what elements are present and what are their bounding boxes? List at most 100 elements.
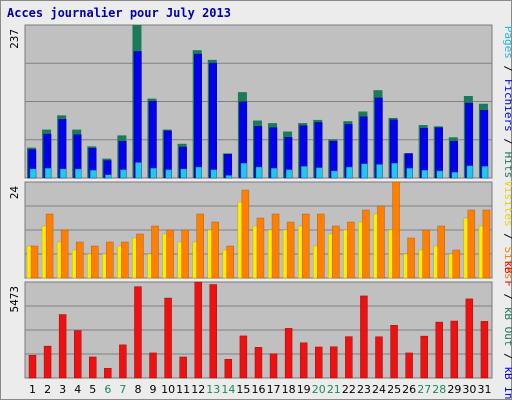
bar-sites [407, 237, 415, 279]
bar-sites [301, 213, 310, 279]
bar-sites [377, 205, 385, 279]
bar-kb-f [104, 367, 112, 379]
bar-pages [436, 170, 443, 179]
bar-kb-f [480, 321, 489, 379]
bar-pages [120, 169, 127, 179]
bar-pages [316, 167, 323, 179]
bar-pages [180, 168, 187, 179]
bar-kb-f [284, 328, 293, 379]
bar-pages [105, 174, 112, 179]
x-tick-label: 21 [327, 383, 341, 396]
bar-kb-f [209, 284, 217, 379]
bar-sites [106, 241, 114, 279]
bar-fichiers [224, 153, 233, 179]
legend-entry: Fichiers [502, 79, 512, 132]
bar-kb-f [254, 347, 263, 379]
bar-kb-f [164, 297, 172, 379]
x-tick-label: 17 [267, 383, 281, 396]
legend-entry: Hits [502, 152, 512, 179]
x-tick-label: 15 [236, 383, 250, 396]
x-tick-label: 19 [297, 383, 311, 396]
legend-entry: / [502, 227, 512, 247]
bar-kb-f [345, 336, 353, 379]
bar-kb-f [435, 321, 443, 379]
legend-entry: / [502, 287, 512, 307]
bar-kb-f [58, 314, 67, 379]
bar-kb-f [43, 345, 52, 379]
bar-kb-f [375, 336, 383, 379]
legend-panel-visits: Visites / Sites [502, 180, 512, 279]
bar-sites [45, 213, 54, 279]
bar-fichiers [133, 51, 142, 179]
bar-sites [347, 221, 355, 279]
bar-kb-f [465, 298, 474, 379]
bar-kb-f [315, 346, 323, 379]
bar-kb-f [149, 352, 157, 379]
bar-pages [300, 166, 308, 179]
bar-pages [391, 162, 398, 179]
x-tick-label: 5 [89, 383, 96, 396]
legend-entry: Visites [502, 180, 512, 226]
x-tick-label: 25 [387, 383, 401, 396]
bar-pages [466, 165, 474, 179]
bar-pages [376, 164, 383, 179]
x-tick-label: 8 [134, 383, 141, 396]
bar-sites [196, 213, 204, 279]
bar-sites [286, 221, 295, 279]
bar-sites [332, 225, 340, 279]
bar-sites [151, 225, 159, 279]
x-tick-label: 13 [206, 383, 220, 396]
bar-pages [481, 166, 489, 179]
bar-sites [166, 229, 174, 279]
x-tick-label: 10 [161, 383, 175, 396]
bar-kb-f [420, 335, 428, 379]
bar-pages [44, 168, 52, 179]
x-tick-label: 6 [104, 383, 111, 396]
bar-fichiers [148, 100, 157, 179]
bar-sites [271, 213, 280, 279]
x-tick-label: 27 [417, 383, 431, 396]
bar-kb-f [360, 295, 368, 379]
bar-kb-f [390, 325, 398, 379]
bar-kb-f [239, 335, 248, 379]
x-tick-label: 16 [252, 383, 266, 396]
bar-sites [30, 245, 39, 279]
legend-entry: kB Out [502, 307, 512, 347]
legend-entry: Pages [502, 26, 512, 59]
ymax-tick-label: 24 [8, 186, 21, 200]
bar-sites [60, 229, 69, 279]
bar-kb-f [450, 320, 459, 379]
legend-panel-traffic: kB F / kB Out / kB In [502, 260, 512, 399]
x-tick-label: 3 [59, 383, 66, 396]
bar-pages [74, 168, 82, 179]
bar-kb-f [119, 344, 127, 379]
bar-kb-f [134, 286, 142, 379]
bar-kb-f [73, 330, 82, 379]
x-tick-label: 31 [477, 383, 491, 396]
bar-sites [452, 249, 461, 279]
bar-sites [256, 217, 265, 279]
x-tick-label: 7 [119, 383, 126, 396]
bar-kb-f [224, 359, 233, 379]
x-tick-label: 26 [402, 383, 416, 396]
legend-entry: kB In [502, 366, 512, 399]
bar-sites [437, 225, 445, 279]
bar-pages [240, 162, 248, 179]
bar-pages [225, 175, 233, 179]
x-tick-label: 12 [191, 383, 205, 396]
bar-fichiers [209, 62, 217, 179]
bar-sites [181, 229, 189, 279]
bar-pages [406, 168, 413, 179]
x-tick-label: 11 [176, 383, 190, 396]
bar-sites [226, 245, 235, 279]
bar-kb-f [405, 352, 413, 379]
x-tick-label: 30 [462, 383, 476, 396]
bar-sites [467, 209, 476, 279]
x-tick-label: 20 [312, 383, 326, 396]
bar-sites [392, 181, 400, 279]
bar-sites [317, 213, 325, 279]
bar-pages [135, 162, 142, 179]
bar-pages [285, 169, 293, 179]
